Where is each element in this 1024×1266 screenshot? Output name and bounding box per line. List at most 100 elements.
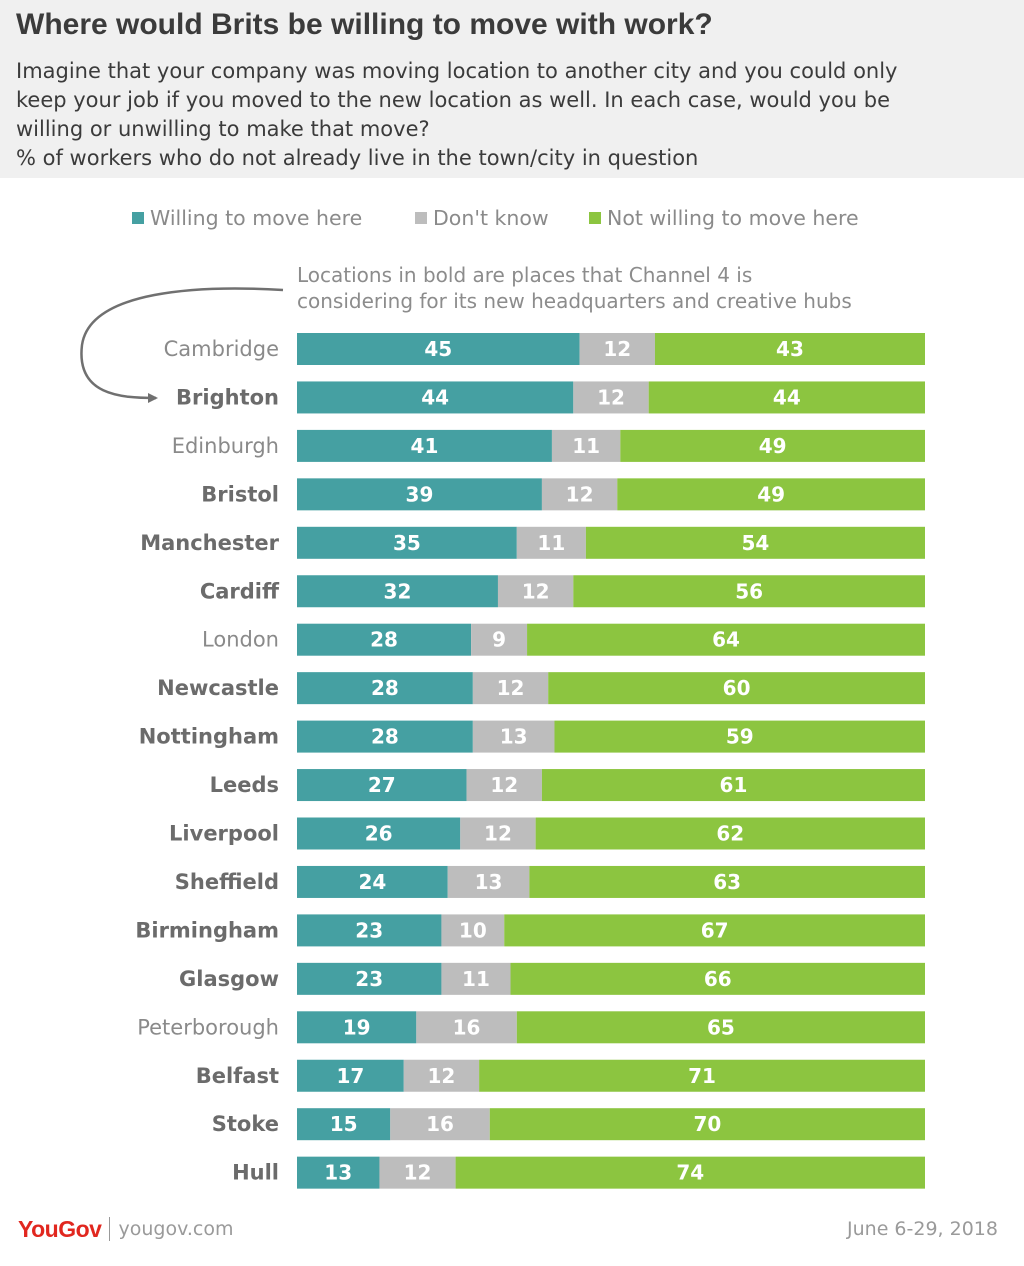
bar-dont-know — [460, 817, 536, 850]
subtitle-line: % of workers who do not already live in … — [16, 146, 699, 170]
bar-willing — [297, 575, 498, 608]
data-label-dont-know: 13 — [475, 870, 503, 894]
bar-willing — [297, 962, 442, 995]
value-labels: 45 12 43 44 12 44 41 11 49 39 12 49 35 11 54 32 12 56 28 9 6… — [324, 337, 804, 1185]
yougov-logo: YouGov — [18, 1215, 102, 1242]
bar-willing — [297, 623, 472, 656]
category-label: Manchester — [140, 531, 279, 555]
data-label-dont-know: 12 — [497, 676, 525, 700]
bar-dont-know — [472, 672, 549, 705]
data-label-not-willing: 70 — [693, 1112, 721, 1136]
bar-dont-know — [447, 865, 530, 898]
data-label-not-willing: 67 — [701, 918, 729, 942]
data-label-dont-know: 12 — [566, 482, 594, 506]
data-label-not-willing: 64 — [712, 628, 740, 652]
data-label-dont-know: 9 — [492, 628, 506, 652]
data-label-not-willing: 61 — [720, 773, 748, 797]
category-label: Nottingham — [139, 725, 279, 749]
category-label: Leeds — [210, 773, 279, 797]
data-label-dont-know: 12 — [484, 822, 512, 846]
bar-not-willing — [504, 914, 925, 947]
bar-not-willing — [541, 769, 925, 802]
data-label-dont-know: 16 — [453, 1015, 481, 1039]
subtitle-line: keep your job if you moved to the new lo… — [16, 88, 891, 112]
data-label-dont-know: 10 — [459, 918, 487, 942]
data-label-willing: 28 — [371, 676, 399, 700]
annotation-arrow — [80, 287, 284, 403]
bar-not-willing — [654, 333, 925, 365]
bar-not-willing — [516, 1011, 925, 1044]
data-label-dont-know: 12 — [404, 1161, 432, 1185]
data-label-not-willing: 60 — [723, 676, 751, 700]
category-label: Newcastle — [157, 676, 279, 700]
category-label: Stoke — [212, 1112, 279, 1136]
data-label-not-willing: 63 — [713, 870, 741, 894]
data-label-dont-know: 12 — [597, 385, 625, 409]
bar-not-willing — [620, 429, 925, 462]
data-label-willing: 19 — [343, 1015, 371, 1039]
category-label: Liverpool — [169, 822, 279, 846]
bar-dont-know — [379, 1156, 456, 1189]
legend: Willing to move here Don't know Not will… — [0, 203, 1024, 233]
data-label-not-willing: 43 — [776, 337, 804, 361]
data-label-willing: 23 — [355, 918, 383, 942]
data-label-willing: 28 — [371, 725, 399, 749]
bar-willing — [297, 672, 473, 705]
bar-willing — [297, 1108, 391, 1141]
bar-willing — [297, 865, 448, 898]
chart-subtitle: Imagine that your company was moving loc… — [16, 57, 1006, 173]
bar-not-willing — [510, 962, 925, 995]
bar-willing — [297, 1156, 380, 1189]
bar-dont-know — [403, 1059, 480, 1092]
data-label-not-willing: 49 — [757, 482, 785, 506]
data-label-willing: 32 — [384, 579, 412, 603]
bar-not-willing — [548, 672, 925, 705]
bar-willing — [297, 478, 542, 511]
footer-date: June 6-29, 2018 — [847, 1218, 998, 1240]
bar-dont-know — [441, 914, 505, 947]
category-label: Cardiff — [200, 579, 280, 603]
bar-not-willing — [554, 720, 925, 753]
data-label-willing: 41 — [411, 434, 439, 458]
data-label-not-willing: 56 — [735, 579, 763, 603]
legend-item-not-willing: Not willing to move here — [589, 203, 859, 233]
bar-willing — [297, 769, 467, 802]
data-label-dont-know: 11 — [572, 434, 600, 458]
legend-swatch-willing — [132, 212, 144, 224]
category-label: Birmingham — [135, 918, 279, 942]
bar-not-willing — [489, 1108, 925, 1141]
annotation-line: Locations in bold are places that Channe… — [297, 263, 753, 287]
bar-willing — [297, 1011, 417, 1044]
category-label: Brighton — [176, 385, 279, 409]
subtitle-line: willing or unwilling to make that move? — [16, 117, 430, 141]
annotation-note: Locations in bold are places that Channe… — [297, 262, 852, 314]
data-label-willing: 13 — [324, 1161, 352, 1185]
bar-willing — [297, 1059, 404, 1092]
data-label-not-willing: 71 — [688, 1064, 716, 1088]
category-label: Glasgow — [179, 967, 279, 991]
bar-not-willing — [529, 865, 925, 898]
data-label-willing: 24 — [358, 870, 386, 894]
data-label-dont-know: 16 — [426, 1112, 454, 1136]
bar-not-willing — [535, 817, 925, 850]
category-label: Edinburgh — [172, 434, 279, 458]
bar-willing — [297, 817, 461, 850]
bar-dont-know — [416, 1011, 517, 1044]
data-label-not-willing: 59 — [726, 725, 754, 749]
category-label: Cambridge — [164, 337, 279, 361]
chart-title: Where would Brits be willing to move wit… — [16, 8, 713, 41]
data-label-willing: 17 — [336, 1064, 364, 1088]
bar-dont-know — [471, 623, 528, 656]
bar-dont-know — [516, 526, 586, 559]
bar-willing — [297, 914, 442, 947]
data-label-dont-know: 12 — [603, 337, 631, 361]
bar-dont-know — [541, 478, 618, 511]
bar-dont-know — [441, 962, 511, 995]
category-label: Sheffield — [175, 870, 279, 894]
data-label-not-willing: 62 — [716, 822, 744, 846]
bar-not-willing — [585, 526, 925, 559]
bar-not-willing — [573, 575, 925, 608]
bar-willing — [297, 720, 473, 753]
category-label: Peterborough — [137, 1015, 279, 1039]
